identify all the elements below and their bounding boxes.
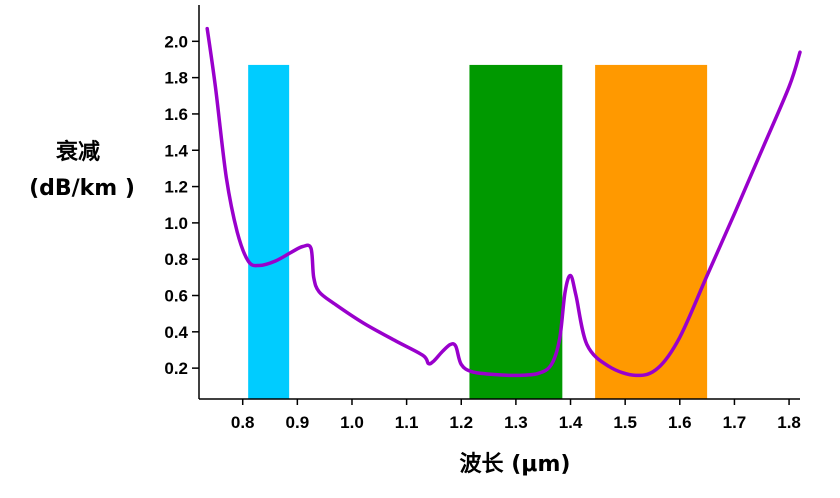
- series-layer: [205, 26, 802, 378]
- x-tick-label: 1.1: [395, 413, 419, 432]
- axes: [192, 5, 800, 405]
- y-tick-label: 1.2: [164, 178, 188, 197]
- x-tick-label: 1.5: [613, 413, 637, 432]
- x-tick-label: 1.3: [504, 413, 528, 432]
- x-tick-label: 1.4: [559, 413, 583, 432]
- attenuation-curve-0: [205, 26, 802, 378]
- x-tick-label: 0.9: [286, 413, 310, 432]
- y-tick-label: 1.8: [164, 69, 188, 88]
- y-tick-label: 1.4: [164, 141, 188, 160]
- x-tick-label: 1.2: [449, 413, 473, 432]
- y-tick-label: 2.0: [164, 32, 188, 51]
- tick-labels: 0.2 0.4 0.6 0.8 1.0 1.2 1.4 1.6 1.8 2.0 0.8 0.9 1.0 1…: [164, 32, 801, 432]
- x-tick-label: 1.0: [340, 413, 364, 432]
- y-tick-label: 0.6: [164, 287, 188, 306]
- transmission-windows: [248, 64, 708, 399]
- y-tick-label: 0.8: [164, 250, 188, 269]
- y-axis-title-line1: 衰减: [55, 139, 100, 165]
- y-axis-title-line2: (dB/km ): [29, 176, 135, 201]
- x-tick-label: 1.7: [723, 413, 747, 432]
- x-tick-label: 1.8: [777, 413, 801, 432]
- y-tick-label: 1.6: [164, 105, 188, 124]
- y-tick-label: 0.2: [164, 359, 188, 378]
- y-tick-label: 0.4: [164, 323, 188, 342]
- band-2: [595, 64, 708, 399]
- band-1: [469, 64, 563, 399]
- x-axis-title: 波长 (μm): [460, 452, 571, 477]
- band-0: [248, 64, 290, 399]
- y-tick-label: 1.0: [164, 214, 188, 233]
- x-tick-label: 0.8: [231, 413, 255, 432]
- x-tick-label: 1.6: [668, 413, 692, 432]
